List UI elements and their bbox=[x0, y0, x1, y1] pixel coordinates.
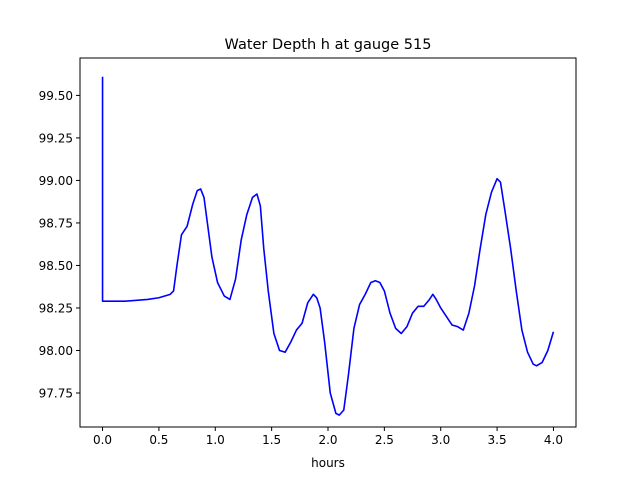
x-tick-label: 4.0 bbox=[544, 433, 563, 447]
plot-frame bbox=[79, 57, 577, 428]
x-tick-label: 0.5 bbox=[149, 433, 168, 447]
series-line-0 bbox=[101, 76, 555, 416]
y-tick-label: 99.25 bbox=[39, 131, 73, 145]
y-tick-label: 98.00 bbox=[39, 344, 73, 358]
x-tick-label: 3.0 bbox=[431, 433, 450, 447]
x-tick-label: 1.5 bbox=[262, 433, 281, 447]
x-axis-ticks: 0.0 0.5 1.0 1.5 2.0 2.5 3.0 3.5 4.0 bbox=[93, 427, 563, 447]
series-layer bbox=[101, 76, 555, 416]
x-tick-label: 2.5 bbox=[375, 433, 394, 447]
x-axis-title: hours bbox=[311, 456, 345, 470]
y-axis-ticks: 97.75 98.00 98.25 98.50 98.75 99.00 99.25 99.50 bbox=[39, 89, 80, 400]
chart-title: Water Depth h at gauge 515 bbox=[225, 37, 432, 53]
x-tick-label: 1.0 bbox=[206, 433, 225, 447]
y-tick-label: 99.00 bbox=[39, 174, 73, 188]
y-tick-label: 99.50 bbox=[39, 89, 73, 103]
x-tick-label: 0.0 bbox=[93, 433, 112, 447]
x-tick-label: 2.0 bbox=[318, 433, 337, 447]
y-tick-label: 97.75 bbox=[39, 386, 73, 400]
x-tick-label: 3.5 bbox=[488, 433, 507, 447]
y-tick-label: 98.75 bbox=[39, 216, 73, 230]
y-tick-label: 98.50 bbox=[39, 259, 73, 273]
y-tick-label: 98.25 bbox=[39, 301, 73, 315]
